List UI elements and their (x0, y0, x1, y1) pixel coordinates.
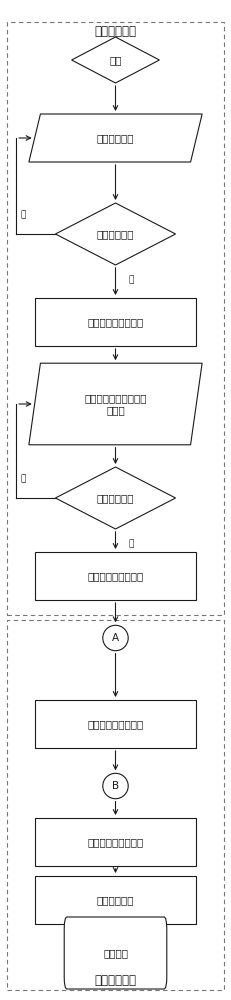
Bar (35, 876, 196, 924)
Polygon shape (29, 363, 202, 445)
Text: B: B (112, 781, 119, 791)
Text: 开始: 开始 (109, 55, 122, 65)
Text: 是: 是 (129, 539, 134, 548)
Text: 相应的试验控制模块: 相应的试验控制模块 (87, 719, 144, 729)
Text: 否: 否 (20, 474, 26, 483)
Text: 输入样品参数: 输入样品参数 (97, 133, 134, 143)
Text: 流程控制模块: 流程控制模块 (94, 25, 137, 38)
Ellipse shape (103, 773, 128, 799)
Polygon shape (72, 37, 159, 83)
Bar (35, 552, 196, 600)
Text: 启动相应的测试模块: 启动相应的测试模块 (87, 571, 144, 581)
Text: 测试参数合理: 测试参数合理 (97, 493, 134, 503)
Text: 测试数据绘图与编辑: 测试数据绘图与编辑 (87, 837, 144, 847)
Text: A: A (112, 633, 119, 643)
Bar (35, 700, 196, 748)
Text: 数据控制模块: 数据控制模块 (94, 974, 137, 987)
Text: 样品参数合理: 样品参数合理 (97, 229, 134, 239)
Text: 选择相应的测试试验: 选择相应的测试试验 (87, 317, 144, 327)
Bar (35, 818, 196, 866)
Text: 否: 否 (20, 210, 26, 219)
Polygon shape (29, 114, 202, 162)
Text: 保存实验数据: 保存实验数据 (97, 895, 134, 905)
Text: 是: 是 (129, 275, 134, 284)
Text: 实验完毕: 实验完毕 (103, 948, 128, 958)
Polygon shape (55, 467, 176, 529)
Ellipse shape (103, 625, 128, 651)
Polygon shape (55, 203, 176, 265)
Text: 根据选择输入相应的测
试参数: 根据选择输入相应的测 试参数 (84, 393, 147, 415)
Bar (35, 298, 196, 346)
FancyBboxPatch shape (64, 917, 167, 989)
